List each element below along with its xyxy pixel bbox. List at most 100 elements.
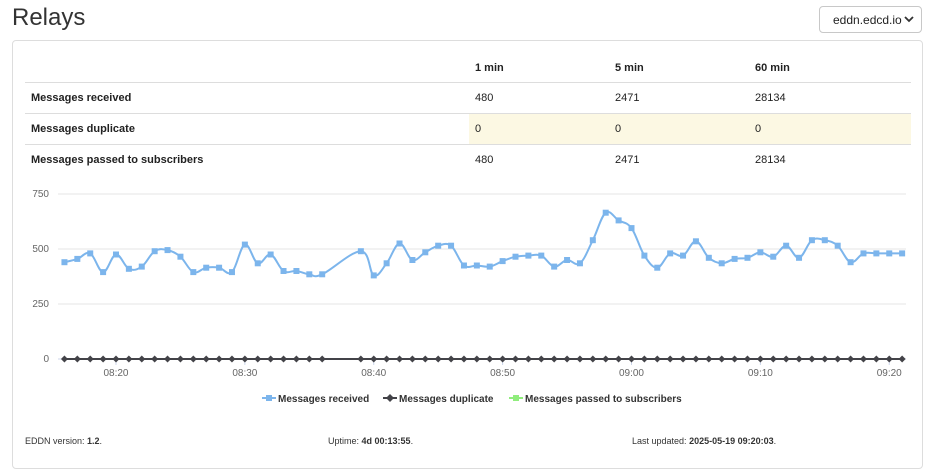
data-point [100,269,107,276]
data-point [319,271,326,278]
data-point [138,355,146,363]
footer-uptime-label: Uptime: [328,436,360,446]
data-point [551,263,558,270]
data-point [615,217,622,224]
legend-label[interactable]: Messages received [278,394,369,405]
stats-row-received: Messages received 480 2471 28134 [25,82,911,114]
y-tick-label: 250 [32,299,49,310]
data-point [653,355,661,363]
data-point [731,255,738,262]
footer-updated-label: Last updated: [632,436,687,446]
data-point [550,355,558,363]
data-point [744,254,751,261]
page-title: Relays [12,4,86,31]
data-point [473,262,480,269]
data-point [576,355,584,363]
table-cell: 0 [469,113,609,145]
data-point [654,264,661,271]
data-point [164,355,172,363]
table-cell: 28134 [749,144,911,175]
data-point [847,259,854,266]
data-point [667,250,674,257]
data-point [203,264,210,271]
data-point [73,355,81,363]
y-tick-label: 500 [32,244,49,255]
row-label: Messages passed to subscribers [25,144,469,175]
data-point [589,237,596,244]
data-point [602,209,609,216]
data-point [435,242,442,249]
data-point [202,355,210,363]
legend-marker [386,394,394,402]
data-point [808,237,815,244]
data-point [808,355,816,363]
data-point [796,254,803,261]
data-point [138,263,145,270]
data-point [885,355,893,363]
data-point [370,272,377,279]
data-point [99,355,107,363]
data-point [60,355,68,363]
data-point [434,355,442,363]
data-point [886,250,893,257]
data-point [292,355,300,363]
data-point [576,260,583,267]
series-line [64,210,903,278]
x-tick-label: 08:30 [232,368,257,379]
data-point [718,355,726,363]
footer-updated: Last updated: 2025-05-19 09:20:03. [632,436,777,446]
data-point [86,355,94,363]
legend-marker [266,395,272,401]
x-tick-label: 09:00 [619,368,644,379]
footer-version-value: 1.2 [87,436,100,446]
data-point [241,355,249,363]
data-point [125,265,132,272]
data-point [280,355,288,363]
x-tick-label: 09:20 [877,368,902,379]
data-point [357,355,365,363]
stats-header-60min: 60 min [749,53,911,83]
data-point [408,355,416,363]
legend-label[interactable]: Messages duplicate [399,394,494,405]
data-point [151,355,159,363]
data-point [783,242,790,249]
data-point [615,355,623,363]
server-select-value: eddn.edcd.io [833,12,902,27]
data-point [422,249,429,256]
data-point [409,257,416,263]
relay-chart: 750 500 250 0 08:20 08:30 08:40 08:50 09:00 09:10… [32,189,906,405]
data-point [190,269,197,276]
footer-uptime-value: 4d 00:13:55 [361,436,411,446]
data-point [641,252,648,259]
row-label: Messages duplicate [25,113,469,145]
data-point [872,355,880,363]
data-point [189,355,197,363]
data-point [87,250,94,257]
table-cell: 28134 [749,82,911,114]
data-point [112,251,119,258]
data-point [525,252,532,259]
data-point [216,264,223,271]
chevron-down-icon [904,16,914,23]
legend-label[interactable]: Messages passed to subscribers [525,394,682,405]
data-point [602,355,610,363]
row-label: Messages received [25,82,469,114]
data-point [306,271,313,278]
x-tick-label: 09:10 [748,368,773,379]
data-point [564,257,571,263]
footer-version: EDDN version: 1.2. [25,436,103,446]
data-point [486,263,493,270]
data-point [679,355,687,363]
data-point [254,260,261,267]
data-point [628,225,635,232]
data-point [680,252,687,259]
data-point [164,247,171,254]
data-point [899,250,906,257]
data-point [486,355,494,363]
data-point [151,248,158,255]
server-select[interactable]: eddn.edcd.io [819,6,922,33]
data-point [318,355,326,363]
data-point [241,241,248,248]
data-point [859,355,867,363]
data-point [538,252,545,259]
